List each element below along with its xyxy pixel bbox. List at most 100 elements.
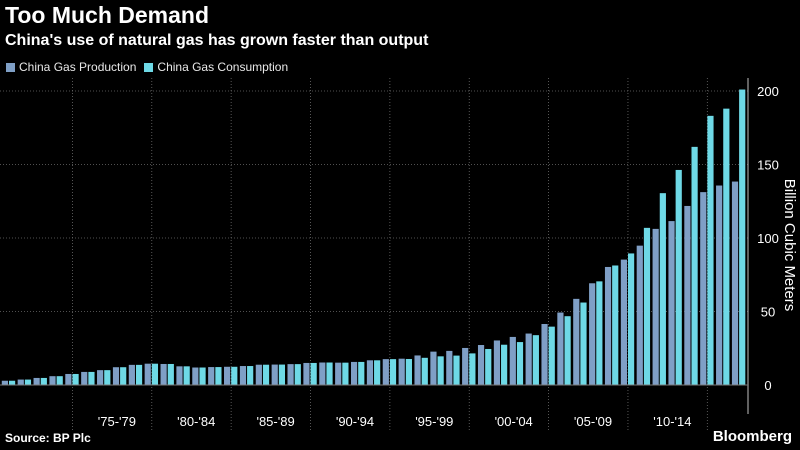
bar-production	[620, 259, 628, 385]
bar-consumption	[262, 364, 270, 385]
x-tick-label: '10-'14	[653, 414, 691, 429]
bar-consumption	[501, 344, 508, 385]
bar-production	[525, 333, 532, 385]
bar-production	[128, 364, 135, 385]
bar-production	[557, 312, 564, 385]
bar-consumption	[596, 281, 603, 385]
bar-consumption	[628, 253, 635, 385]
bar-production	[192, 367, 199, 385]
bar-consumption	[643, 227, 651, 385]
bar-production	[1, 380, 8, 385]
bar-production	[271, 364, 278, 385]
bar-production	[477, 345, 485, 385]
bar-consumption	[659, 193, 666, 385]
bar-production	[430, 351, 437, 385]
bar-consumption	[278, 364, 286, 385]
bar-production	[49, 376, 56, 385]
bar-consumption	[485, 348, 492, 385]
bar-consumption	[120, 367, 127, 385]
bar-consumption	[104, 370, 111, 385]
x-tick-label: '75-'79	[98, 414, 136, 429]
bar-consumption	[532, 335, 539, 385]
bar-production	[208, 367, 215, 385]
bar-consumption	[437, 356, 444, 385]
bar-production	[319, 362, 326, 385]
bar-consumption	[326, 362, 333, 385]
y-tick-label: 150	[757, 158, 779, 173]
x-tick-label: '85-'89	[256, 414, 294, 429]
bar-production	[335, 362, 342, 385]
bar-production	[589, 283, 596, 385]
bar-consumption	[739, 89, 746, 385]
bar-consumption	[135, 364, 143, 385]
chart-subtitle: China's use of natural gas has grown fas…	[5, 32, 429, 49]
bar-production	[668, 221, 675, 385]
bar-production	[636, 245, 643, 385]
bar-consumption	[310, 362, 317, 385]
bar-consumption	[691, 146, 698, 385]
bar-production	[17, 379, 24, 385]
bar-consumption	[151, 363, 159, 385]
bar-consumption	[374, 360, 381, 385]
bar-consumption	[707, 115, 714, 385]
bar-consumption	[516, 342, 524, 385]
source-note: Source: BP Plc	[5, 431, 91, 445]
bar-consumption	[723, 108, 730, 385]
bar-consumption	[183, 366, 190, 385]
bar-consumption	[56, 376, 63, 385]
y-tick-label: 50	[761, 305, 775, 320]
bar-consumption	[342, 362, 349, 385]
legend: China Gas Production China Gas Consumpti…	[6, 60, 296, 74]
bar-production	[731, 181, 739, 385]
x-tick-label: '00-'04	[495, 414, 533, 429]
x-tick-label: '05-'09	[574, 414, 612, 429]
bar-production	[509, 336, 516, 385]
bar-production	[366, 360, 374, 385]
bar-production	[239, 366, 247, 385]
x-tick-label: '95-'99	[415, 414, 453, 429]
bar-consumption	[167, 363, 174, 385]
bar-consumption	[421, 357, 428, 385]
bar-consumption	[88, 371, 95, 385]
legend-swatch-consumption	[144, 62, 154, 72]
bar-production	[573, 298, 580, 385]
bar-production	[382, 359, 389, 385]
bar-consumption	[247, 366, 254, 385]
bar-production	[176, 366, 183, 385]
bar-production	[398, 358, 405, 385]
bar-production	[541, 323, 548, 385]
bar-production	[65, 373, 72, 385]
bar-consumption	[469, 353, 476, 385]
x-tick-label: '90-'94	[336, 414, 374, 429]
legend-swatch-production	[6, 62, 15, 72]
bar-consumption	[358, 361, 365, 385]
bars	[1, 89, 746, 385]
bar-production	[97, 370, 104, 385]
bar-consumption	[231, 366, 238, 385]
bar-consumption	[389, 359, 397, 385]
y-tick-label: 100	[757, 231, 779, 246]
bar-consumption	[8, 380, 16, 385]
bar-production	[144, 363, 151, 385]
bar-production	[112, 367, 120, 385]
legend-label-production: China Gas Production	[19, 60, 137, 74]
bloomberg-logo: Bloomberg	[712, 428, 792, 445]
bar-production	[716, 185, 723, 385]
bar-production	[224, 366, 231, 385]
bar-consumption	[675, 169, 682, 385]
bar-consumption	[564, 316, 571, 385]
bar-production	[462, 347, 469, 385]
chart-title: Too Much Demand	[5, 2, 210, 28]
bar-consumption	[548, 326, 555, 385]
bar-production	[81, 371, 88, 385]
bar-production	[33, 377, 40, 385]
bar-production	[414, 355, 421, 385]
legend-item-consumption: China Gas Consumption	[144, 60, 288, 74]
bar-production	[446, 350, 453, 385]
bar-consumption	[294, 364, 301, 385]
bar-production	[303, 362, 310, 385]
bar-production	[493, 340, 501, 385]
x-tick-label: '80-'84	[177, 414, 215, 429]
bar-consumption	[72, 373, 79, 385]
